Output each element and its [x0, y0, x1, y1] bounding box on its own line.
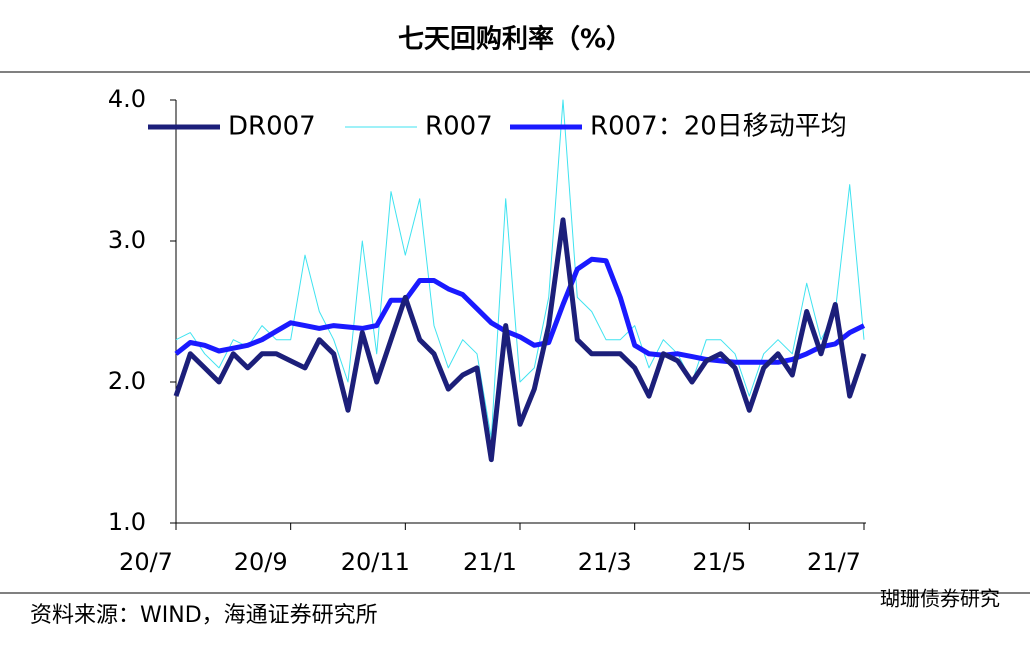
series-line	[174, 256, 866, 365]
legend-label: DR007	[228, 112, 316, 142]
y-tick-label: 4.0	[108, 85, 146, 113]
legend-label: R007：20日移动平均	[590, 112, 847, 142]
series-line	[173, 217, 867, 463]
x-tick-label: 21/3	[578, 548, 632, 576]
x-tick-label: 20/7	[119, 548, 173, 576]
y-tick-label: 2.0	[108, 367, 146, 395]
y-tick-label: 3.0	[108, 226, 146, 254]
x-tick-label: 21/7	[807, 548, 861, 576]
x-tick-label: 20/11	[341, 548, 410, 576]
y-tick-label: 1.0	[108, 508, 146, 536]
x-tick-label: 20/9	[234, 548, 288, 576]
source-note: 资料来源：WIND，海通证券研究所	[30, 603, 378, 628]
x-tick-label: 21/5	[692, 548, 746, 576]
chart-title: 七天回购利率（%）	[398, 24, 632, 55]
series-line	[175, 99, 865, 439]
x-tick-label: 21/1	[463, 548, 517, 576]
watermark: 瑚珊债券研究	[880, 587, 1000, 611]
legend-label: R007	[425, 112, 493, 142]
